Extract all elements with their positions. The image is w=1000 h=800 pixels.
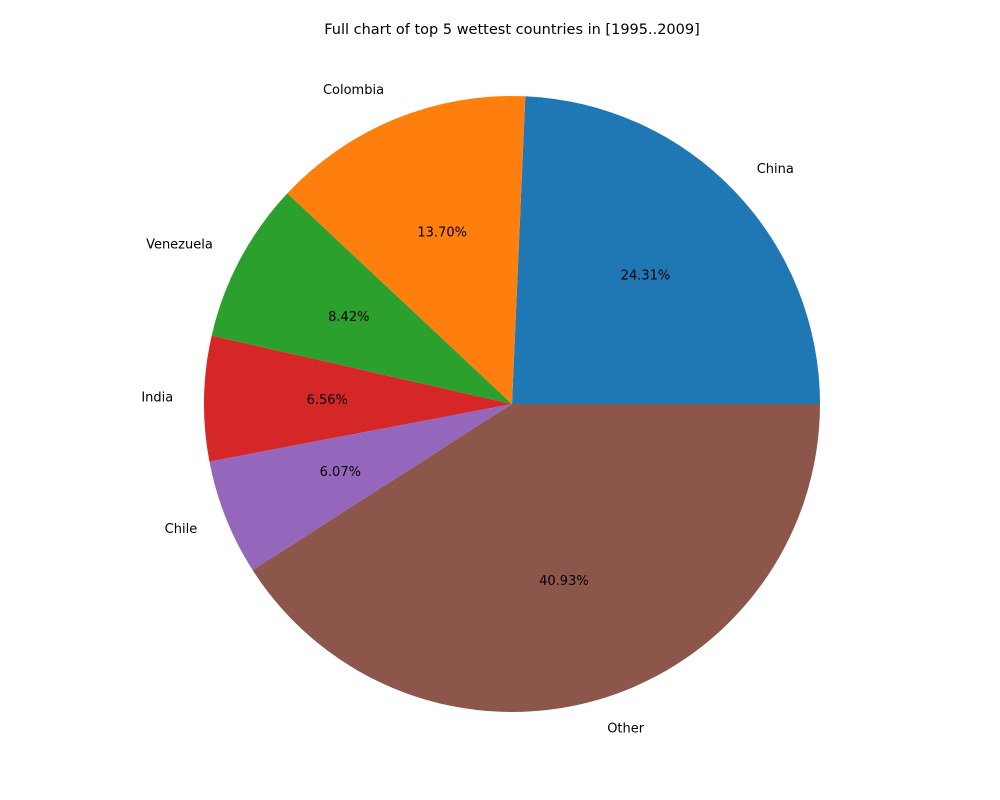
pie-labels: China 24.31% Colombia 13.70% Venezuela 8.42% I… [141,83,793,737]
pie-slice-china [512,96,820,404]
slice-label-colombia: Colombia [323,83,384,98]
slice-percent-venezuela: 8.42% [328,310,369,325]
slice-label-chile: Chile [165,522,198,537]
pie-slice-colombia [287,96,526,405]
pie-slice-venezuela [211,193,512,404]
slice-percent-other: 40.93% [539,574,589,589]
pie-slice-india [204,335,512,462]
slice-label-other: Other [607,722,645,737]
slice-label-venezuela: Venezuela [146,237,213,252]
slice-percent-india: 6.56% [307,393,348,408]
slice-percent-colombia: 13.70% [417,225,467,240]
slice-label-china: China [757,162,794,177]
pie-slice-chile [209,404,512,571]
slice-percent-china: 24.31% [621,269,671,284]
slice-label-india: India [141,390,173,405]
chart-title: Full chart of top 5 wettest countries in… [324,22,700,38]
pie-slices [204,96,820,713]
pie-slice-other [252,404,820,713]
slice-percent-chile: 6.07% [320,465,361,480]
